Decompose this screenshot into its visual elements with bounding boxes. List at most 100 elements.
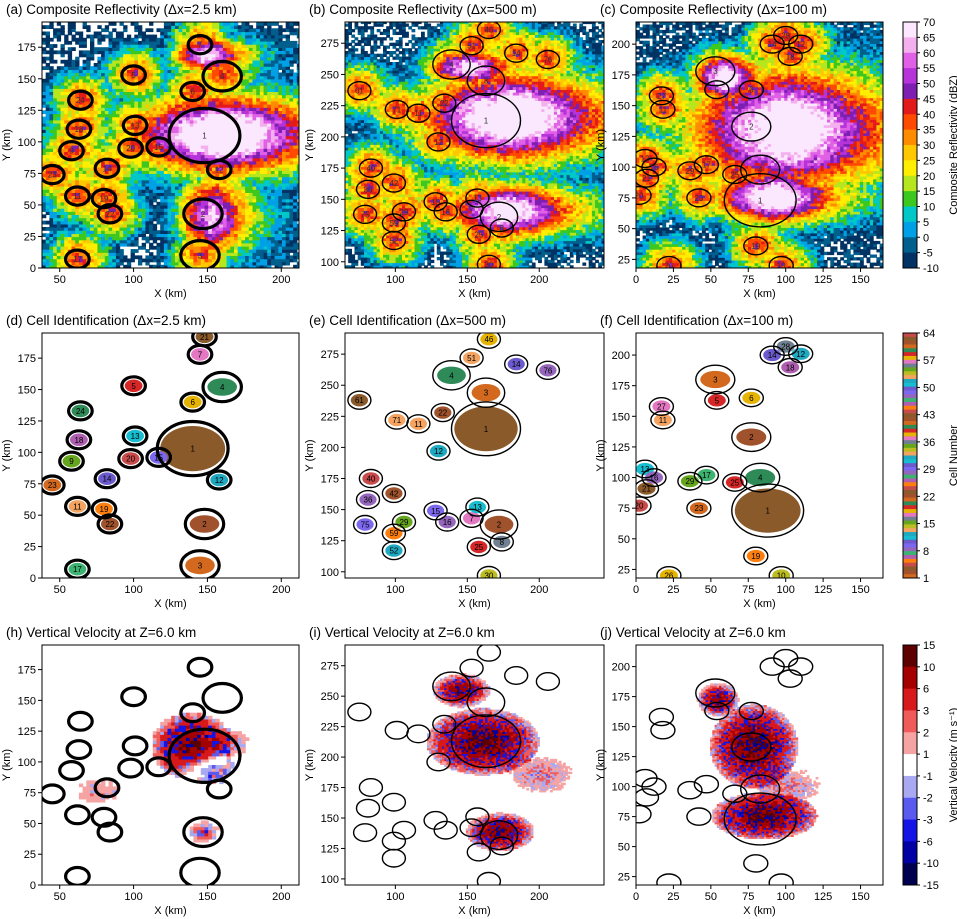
x-axis-label: X (km) [743,288,775,300]
y-tick-label: 25 [618,254,630,266]
cell-6-label: 6 [190,87,195,96]
cell-9-label: 9 [69,147,74,156]
y-tick-label: 100 [612,162,630,174]
y-tick-label: 75 [24,788,36,800]
cell-5-label: 5 [131,382,136,391]
cell-29-outline [391,820,417,840]
x-tick-label: 100 [777,891,795,903]
x-tick-label: 100 [386,891,404,903]
cell-51-outline [459,658,484,678]
cell-2-label: 2 [749,123,754,132]
cell-4-outline [432,49,471,80]
reflectivity-field [345,22,604,268]
colorbar-swatch [903,863,917,886]
cell-3-label: 3 [198,561,203,570]
cell-61-region [350,394,368,407]
y-tick-label: 0 [30,263,36,275]
cell-6-outline [179,80,207,103]
colorbar-tick-label: 20 [923,171,935,183]
y-tick-label: 50 [618,224,630,236]
colorbar-swatch [903,401,917,407]
y-tick-label: 150 [18,695,36,707]
cell-11-label: 11 [414,109,423,118]
y-tick-label: 100 [18,447,36,459]
cell-9-label: 9 [69,457,74,466]
cell-19-outline [90,187,118,210]
cell-16-outline [435,512,460,532]
cell-76-outline [535,672,561,692]
y-tick-label: 175 [321,474,339,486]
y-axis-label: Y (km) [1,749,13,781]
cell-4-region [207,378,237,396]
cell-4-outline [432,671,471,702]
colorbar-swatch [903,98,917,115]
y-tick-label: 125 [612,131,630,143]
cell-51-outline [459,36,484,56]
cell-16-outline [641,468,667,488]
cell-26-label: 26 [664,572,673,581]
cell-1-outline [450,92,522,149]
cell-4-label: 4 [220,72,225,81]
colorbar-swatch [903,516,917,521]
colorbar-swatch [903,710,917,733]
colorbar-tick-label: 55 [923,63,935,75]
cell-13-outline [121,114,149,137]
cell-12-label: 12 [215,476,224,485]
colorbar-swatch [903,463,917,468]
colorbar-swatch [903,486,917,491]
colorbar-tick-label: 65 [923,32,935,44]
colorbar-swatch [903,432,917,437]
x-tick-label: 150 [851,584,869,596]
y-tick-label: 150 [612,411,630,423]
cell-52-region [385,544,403,557]
cell-42-label: 42 [389,179,398,188]
colorbar-swatch [903,558,917,564]
cell-3-label: 3 [484,389,489,398]
y-tick-label: 25 [618,564,630,576]
colorbar-swatch [903,543,917,548]
cell-18-region [70,433,88,447]
cell-25-outline [722,472,748,492]
plot-background [345,333,604,578]
cell-5-region [707,394,726,407]
cell-13-label: 13 [473,194,482,203]
cell-13-outline [465,807,490,827]
cell-3-outline [179,239,221,268]
cell-13-outline [465,188,490,208]
y-tick-label: 200 [612,39,630,51]
cell-1-outline [167,106,242,165]
cell-29-label: 29 [400,518,409,527]
reflectivity-field [636,22,883,268]
cell-21-outline [191,333,218,348]
colorbar-tick-label: 3 [923,705,929,717]
y-axis-label: Y (km) [304,129,316,161]
colorbar-swatch [903,539,917,544]
x-tick-label: 100 [124,891,142,903]
cell-17-outline [64,865,91,885]
cell-28-label: 28 [781,343,790,352]
cell-25-outline [722,784,748,804]
cell-14-label: 14 [768,351,777,360]
cell-3-region [185,556,215,575]
cell-29-outline [677,161,703,181]
x-tick-label: 100 [124,274,142,286]
cell-7-outline [186,33,214,56]
cell-28-outline [773,337,799,357]
colorbar-swatch [903,409,917,414]
cell-13-label: 13 [641,465,650,474]
y-tick-label: 75 [618,812,630,824]
colorbar-swatch [903,819,917,842]
plot-area [42,656,250,885]
colorbar-swatch [903,22,917,38]
cell-5-region [124,379,143,393]
cell-21-label: 21 [642,174,651,183]
cell-1-region [734,488,801,533]
plot-frame [41,332,300,579]
y-tick-label: 50 [618,534,630,546]
cell-5-label: 5 [715,86,720,95]
cell-27-label: 27 [657,92,666,101]
cell-22-outline [96,203,124,225]
cell-19-region [746,549,765,563]
colorbar-swatch [903,252,917,269]
cell-22-label: 22 [438,409,447,418]
